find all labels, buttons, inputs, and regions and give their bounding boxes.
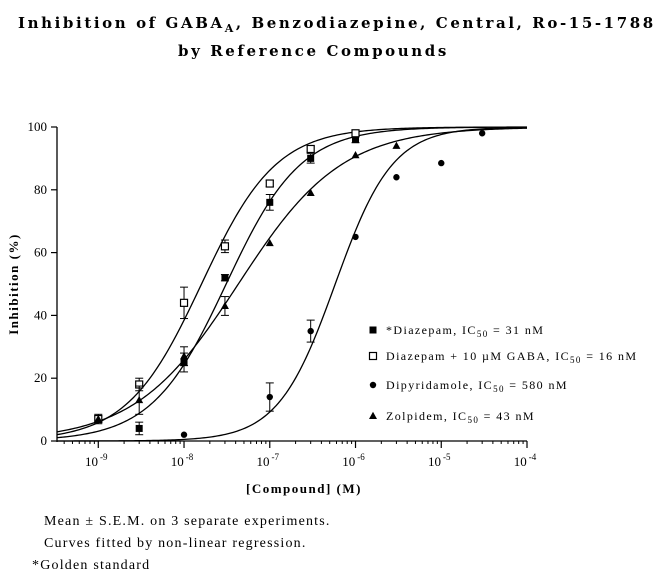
footnote-curve-fit: Curves fitted by non-linear regression. <box>44 536 307 551</box>
open-square-marker <box>306 144 315 154</box>
x-tick-label: 10 -9 <box>85 452 108 469</box>
plot-area: 0 20 40 60 80 100 10 -9 10 -8 10 -7 10 -6 10 -5 10 -4 *Dia… <box>28 119 637 469</box>
title-subscript: A <box>224 22 236 35</box>
y-tick-label: 100 <box>28 119 48 134</box>
filled-triangle-marker <box>265 238 274 247</box>
filled-triangle-marker <box>94 414 103 423</box>
fitted-curve-series-2 <box>56 126 527 436</box>
filled-triangle-marker <box>351 151 360 159</box>
y-axis-label: Inhibition (%) <box>6 233 21 335</box>
filled-square-marker <box>221 274 229 282</box>
title-part-1: Inhibition of GABA <box>18 14 225 32</box>
fitted-curve-series-3 <box>57 126 528 442</box>
legend-filled-circle-marker <box>369 381 377 389</box>
y-tick-label: 60 <box>34 245 47 260</box>
filled-circle-marker <box>478 130 486 137</box>
x-tick-label: 10 -7 <box>257 452 280 469</box>
chart-title-line-1: Inhibition of GABAA, Benzodiazepine, Cen… <box>18 14 656 35</box>
legend-filled-square-marker <box>369 326 377 334</box>
filled-circle-marker <box>307 327 314 335</box>
filled-circle-marker <box>180 431 188 438</box>
title-part-2: , Benzodiazepine, Central, Ro-15-1788 <box>236 14 656 32</box>
filled-square-marker <box>266 198 274 206</box>
y-tick-label: 80 <box>34 182 47 197</box>
data-series-3 <box>180 130 486 438</box>
legend-label: Zolpidem, IC50 = 43 nM <box>386 409 535 425</box>
filled-square-marker <box>307 154 315 162</box>
legend-filled-triangle-marker <box>369 411 377 419</box>
footnote-golden-standard: *Golden standard <box>32 558 150 573</box>
filled-triangle-marker <box>306 188 315 196</box>
legend-entry-1: *Diazepam, IC50 = 31 nM <box>369 323 544 339</box>
x-axis-label: [Compound] (M) <box>246 481 362 496</box>
filled-triangle-marker <box>180 352 189 360</box>
x-tick-label: 10 -8 <box>171 452 194 469</box>
legend-label: *Diazepam, IC50 = 31 nM <box>386 323 544 339</box>
legend-label: Diazepam + 10 µM GABA, IC50 = 16 nM <box>386 349 637 365</box>
chart-title-line-2: by Reference Compounds <box>178 42 449 60</box>
x-tick-label: 10 -6 <box>342 452 365 469</box>
filled-triangle-marker <box>392 141 401 149</box>
open-square-marker <box>351 129 360 138</box>
fitted-curve-series-4 <box>56 127 528 433</box>
data-series-1 <box>135 135 360 436</box>
legend-entry-2: Diazepam + 10 µM GABA, IC50 = 16 nM <box>368 349 637 365</box>
x-tick-label: 10 -5 <box>428 452 451 469</box>
open-square-marker <box>179 298 189 307</box>
y-tick-label: 20 <box>34 370 47 385</box>
filled-triangle-marker <box>135 395 144 404</box>
x-tick-label: 10 -4 <box>514 452 537 469</box>
y-tick-label: 40 <box>34 307 47 322</box>
filled-triangle-marker <box>220 301 229 309</box>
legend-open-square-marker <box>368 351 378 361</box>
filled-circle-marker <box>266 393 273 401</box>
filled-circle-marker <box>393 174 400 181</box>
footnote-mean-sem: Mean ± S.E.M. on 3 separate experiments. <box>44 514 331 529</box>
y-tick-label: 0 <box>41 433 48 448</box>
open-square-marker <box>220 242 230 251</box>
filled-circle-marker <box>438 159 445 167</box>
legend-entry-4: Zolpidem, IC50 = 43 nM <box>369 409 535 425</box>
legend-label: Dipyridamole, IC50 = 580 nM <box>386 378 568 394</box>
filled-square-marker <box>135 424 143 432</box>
legend-entry-3: Dipyridamole, IC50 = 580 nM <box>369 378 568 394</box>
filled-square-marker <box>352 136 360 144</box>
open-square-marker <box>265 179 274 188</box>
data-series-4 <box>94 141 401 425</box>
filled-circle-marker <box>352 233 359 241</box>
